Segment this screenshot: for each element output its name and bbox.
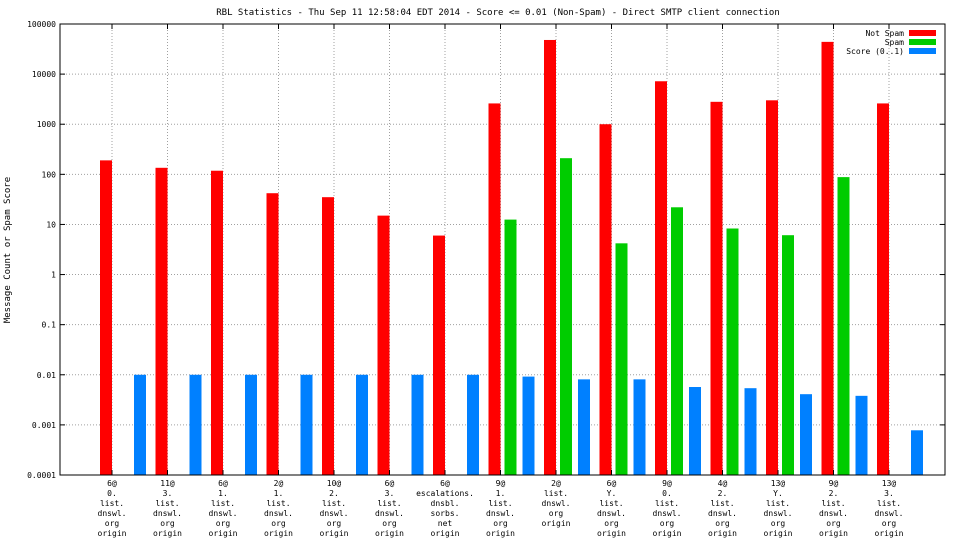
bar-not-spam	[655, 81, 667, 475]
chart-title: RBL Statistics - Thu Sep 11 12:58:04 EDT…	[216, 8, 780, 18]
y-tick-label: 10000	[32, 70, 56, 79]
bar-score-0-1	[911, 430, 923, 475]
x-tick-label: 13@ Y. list. dnswl. org origin	[764, 479, 793, 538]
bar-spam	[560, 158, 572, 475]
x-tick-label: 6@ 3. list. dnswl. org origin	[375, 479, 404, 538]
y-tick-label: 1	[51, 271, 56, 280]
legend-swatch	[909, 30, 936, 36]
x-tick-label: 6@ Y. list. dnswl. org origin	[597, 479, 626, 538]
x-tick-label: 13@ 3. list. dnswl. org origin	[875, 479, 904, 538]
bar-score-0-1	[300, 374, 313, 475]
bar-score-0-1	[522, 376, 535, 475]
legend-label: Score (0..1)	[846, 47, 904, 56]
x-tick-label: 6@ 0. list. dnswl. org origin	[98, 479, 127, 538]
bar-not-spam	[710, 101, 723, 475]
bar-score-0-1	[744, 388, 757, 475]
bar-score-0-1	[467, 374, 479, 475]
x-axis-ticks: 6@ 0. list. dnswl. org origin 11@ 3. list. dnswl.…	[98, 24, 904, 538]
x-tick-label: 2@ 1. list. dnswl. org origin	[264, 479, 293, 538]
legend-label: Spam	[885, 38, 904, 47]
bar-spam	[504, 219, 517, 475]
plot-frame	[59, 23, 946, 476]
bar-score-0-1	[411, 374, 424, 475]
x-tick-label: 9@ 0. list. dnswl. org origin	[653, 479, 682, 538]
y-tick-label: 100000	[27, 20, 56, 29]
x-tick-label: 9@ 1. list. dnswl. org origin	[486, 479, 515, 538]
bar-spam	[671, 207, 683, 475]
x-tick-label: 6@ escalations. dnsbl. sorbs. net origin	[416, 479, 474, 538]
bar-score-0-1	[633, 379, 646, 475]
x-tick-label: 11@ 3. list. dnswl. org origin	[153, 479, 182, 538]
bar-not-spam	[544, 39, 556, 475]
bar-score-0-1	[578, 379, 590, 475]
bar-score-0-1	[134, 374, 146, 475]
bar-not-spam	[821, 41, 834, 476]
bar-not-spam	[877, 103, 889, 476]
y-axis-label: Message Count or Spam Score	[3, 177, 13, 323]
bar-score-0-1	[855, 395, 868, 475]
bar-score-0-1	[800, 394, 812, 475]
bar-spam	[615, 243, 628, 475]
bar-not-spam	[433, 235, 445, 475]
y-tick-label: 1000	[37, 120, 56, 129]
legend-label: Not Spam	[865, 29, 904, 38]
bars	[100, 39, 923, 476]
bar-spam	[837, 177, 850, 476]
x-tick-label: 4@ 2. list. dnswl. org origin	[708, 479, 737, 538]
bar-not-spam	[322, 197, 334, 475]
y-tick-label: 0.0001	[27, 471, 56, 480]
x-tick-label: 6@ 1. list. dnswl. org origin	[209, 479, 238, 538]
bar-not-spam	[599, 124, 612, 475]
x-tick-label: 10@ 2. list. dnswl. org origin	[320, 479, 349, 538]
bar-not-spam	[155, 167, 168, 475]
bar-not-spam	[100, 160, 112, 475]
bar-score-0-1	[356, 374, 368, 475]
legend-swatch	[909, 39, 936, 45]
x-tick-label: 9@ 2. list. dnswl. org origin	[819, 479, 848, 538]
bar-score-0-1	[689, 387, 701, 475]
legend-swatch	[909, 48, 936, 54]
bar-spam	[726, 228, 739, 475]
bar-not-spam	[211, 170, 223, 475]
bar-not-spam	[266, 193, 279, 476]
bar-not-spam	[377, 215, 390, 476]
y-tick-label: 0.001	[32, 421, 56, 430]
y-tick-label: 0.1	[42, 321, 57, 330]
bar-not-spam	[488, 103, 501, 476]
bar-score-0-1	[189, 374, 202, 475]
y-tick-label: 0.01	[37, 371, 56, 380]
bar-score-0-1	[245, 374, 257, 475]
bar-spam	[782, 235, 794, 475]
bar-not-spam	[766, 100, 778, 476]
y-tick-label: 100	[42, 170, 57, 179]
y-tick-label: 10	[46, 220, 56, 229]
x-tick-label: 2@ list. dnswl. org origin	[542, 479, 571, 528]
